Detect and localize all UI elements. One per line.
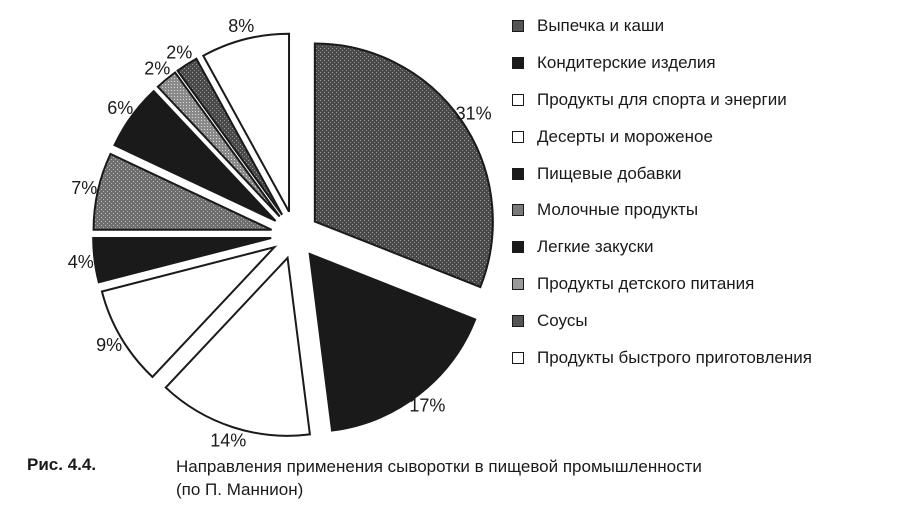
- slice-percent-label-3: 9%: [96, 335, 122, 355]
- legend-swatch-7: [512, 277, 524, 290]
- pie-slice-1: [308, 252, 477, 432]
- legend-item-2: Продукты для спорта и энергии: [512, 82, 907, 119]
- legend-label-7: Продукты детского питания: [537, 273, 755, 293]
- legend-swatch-9: [512, 351, 524, 364]
- pie-slice-8: [176, 57, 284, 216]
- pie-slice-6: [113, 89, 277, 222]
- pie-slice-4: [92, 237, 272, 284]
- legend-swatch-8: [512, 314, 524, 327]
- figure-caption: Рис. 4.4. Направления применения сыворот…: [27, 455, 907, 501]
- pie-chart: 31% 17% 14% 9% 4% 7% 6% 2%2% 8%: [68, 16, 494, 450]
- pie-slice-0: [313, 42, 494, 289]
- slice-percent-label-8: 2%: [166, 43, 192, 63]
- legend-swatch-4: [512, 167, 524, 180]
- figure-number: Рис. 4.4.: [27, 455, 97, 474]
- legend-label-4: Пищевые добавки: [537, 163, 682, 183]
- legend-item-3: Десерты и мороженое: [512, 118, 907, 155]
- legend-item-0: Выпечка и каши: [512, 8, 907, 45]
- pie-slice-5: [92, 152, 273, 231]
- slice-percent-label-1: 17%: [409, 396, 445, 416]
- legend-label-1: Кондитерские изделия: [537, 53, 716, 73]
- pie-slice-2: [164, 255, 312, 437]
- pie-slice-7: [156, 71, 281, 218]
- legend-label-8: Соусы: [537, 310, 588, 330]
- legend-swatch-6: [512, 241, 524, 254]
- legend-item-7: Продукты детского питания: [512, 266, 907, 303]
- caption-line-2: (по П. Маннион): [176, 480, 304, 499]
- slice-percent-label-7: 2%: [144, 59, 170, 79]
- pie-slice-9: [201, 32, 291, 213]
- legend-label-3: Десерты и мороженое: [537, 126, 713, 146]
- slice-percent-label-2: 14%: [210, 430, 246, 450]
- legend-label-9: Продукты быстрого приготовления: [537, 347, 812, 367]
- legend-item-1: Кондитерские изделия: [512, 45, 907, 82]
- legend: Выпечка и каши Кондитерские изделия Продук…: [512, 8, 907, 376]
- slice-percent-label-4: 4%: [68, 252, 94, 272]
- slice-percent-label-9: 8%: [228, 16, 254, 36]
- legend-item-5: Молочные продукты: [512, 192, 907, 229]
- legend-item-4: Пищевые добавки: [512, 155, 907, 192]
- legend-label-0: Выпечка и каши: [537, 16, 665, 36]
- legend-swatch-0: [512, 20, 524, 33]
- legend-swatch-3: [512, 130, 524, 143]
- legend-item-8: Соусы: [512, 302, 907, 339]
- legend-label-5: Молочные продукты: [537, 200, 699, 220]
- slice-percent-label-5: 7%: [71, 178, 97, 198]
- slice-percent-label-0: 31%: [456, 104, 492, 124]
- legend-swatch-1: [512, 57, 524, 70]
- pie-slice-3: [100, 245, 278, 379]
- legend-swatch-2: [512, 93, 524, 106]
- caption-line-1: Направления применения сыворотки в пищев…: [176, 457, 702, 476]
- legend-swatch-5: [512, 204, 524, 217]
- legend-item-9: Продукты быстрого приготовления: [512, 339, 907, 376]
- slice-percent-label-6: 6%: [107, 98, 133, 118]
- legend-item-6: Легкие закуски: [512, 229, 907, 266]
- legend-label-2: Продукты для спорта и энергии: [537, 89, 787, 109]
- legend-label-6: Легкие закуски: [537, 237, 654, 257]
